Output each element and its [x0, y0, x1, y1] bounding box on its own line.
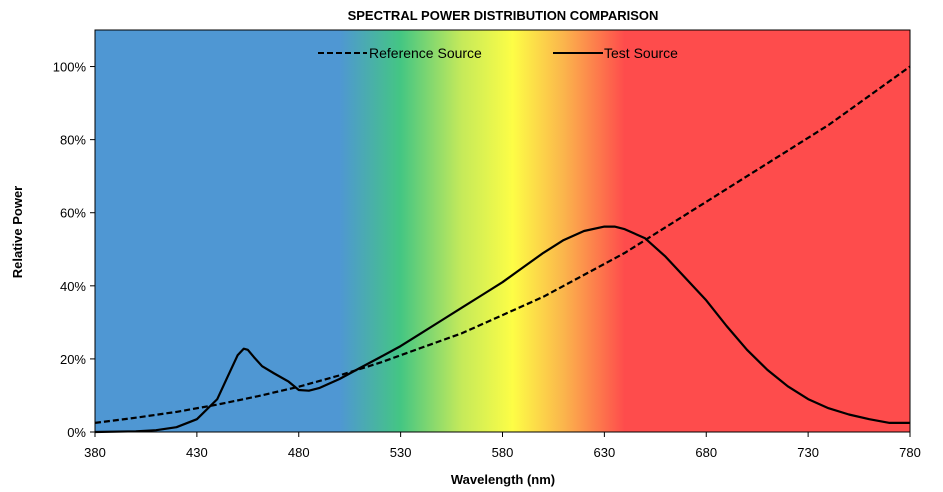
x-tick-label: 380: [84, 445, 106, 460]
y-tick-label: 20%: [60, 352, 86, 367]
plot-frame: [94, 29, 911, 433]
x-tick-label: 730: [797, 445, 819, 460]
y-tick-label: 40%: [60, 279, 86, 294]
x-tick-label: 530: [390, 445, 412, 460]
y-axis-ticks: 0% 20% 40% 60% 80% 100%: [53, 60, 95, 440]
y-tick-label: 100%: [53, 60, 87, 75]
x-tick-label: 580: [492, 445, 514, 460]
x-tick-label: 430: [186, 445, 208, 460]
x-tick-label: 680: [695, 445, 717, 460]
x-axis-title: Wavelength (nm): [451, 472, 555, 487]
chart-title: SPECTRAL POWER DISTRIBUTION COMPARISON: [348, 8, 659, 23]
test-source-line: [94, 225, 910, 434]
series-layer: [94, 65, 911, 434]
x-axis-ticks: 380 430 480 530 580 630 680 730 780: [84, 432, 921, 460]
y-axis-title: Relative Power: [10, 186, 25, 279]
x-tick-label: 630: [594, 445, 616, 460]
x-tick-label: 780: [899, 445, 921, 460]
y-tick-label: 0%: [67, 425, 86, 440]
legend-test-label: Test Source: [604, 45, 678, 61]
legend-reference-label: Reference Source: [369, 45, 482, 61]
y-tick-label: 80%: [60, 133, 86, 148]
y-tick-label: 60%: [60, 206, 86, 221]
legend: Reference Source Test Source: [318, 45, 678, 61]
plot-background: [95, 30, 910, 432]
x-tick-label: 480: [288, 445, 310, 460]
reference-source-line: [94, 65, 911, 424]
